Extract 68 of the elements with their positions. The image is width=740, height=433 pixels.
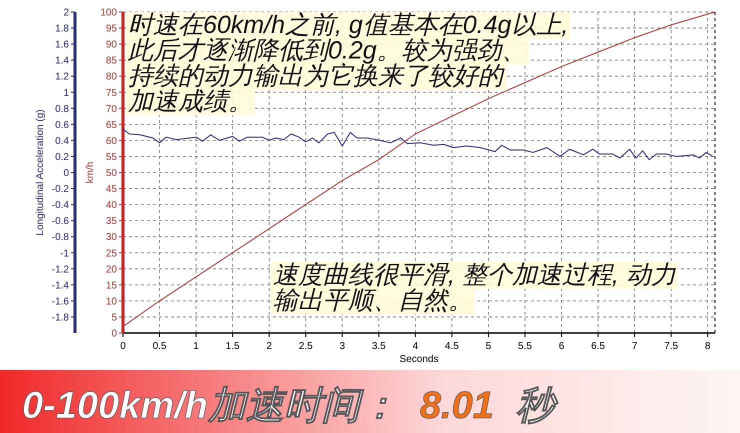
y-axis-title: Longitudinal Acceleration (g): [35, 109, 46, 236]
y-tick-label: -0.2: [52, 184, 70, 196]
y-tick-label: -1.6: [52, 296, 70, 308]
x-tick-label: 8: [704, 341, 711, 352]
x-tick-label: 4.5: [444, 341, 460, 352]
y2-tick-label: 5: [111, 312, 118, 324]
y2-tick-label: 80: [106, 72, 118, 83]
annotation: 速度曲线很平滑, 整个加速过程, 动力输出平顺、自然。: [273, 261, 676, 314]
y-tick-label: -0.4: [52, 200, 70, 212]
y-tick-label: 1.8: [55, 24, 70, 35]
y2-tick-label: 65: [106, 120, 118, 131]
y2-tick-label: 0: [111, 328, 118, 340]
y-tick-label: 0.6: [55, 120, 70, 131]
y-tick-label: 1.6: [55, 40, 70, 51]
y2-tick-label: 100: [100, 8, 118, 18]
text: 秒: [516, 385, 559, 427]
y2-tick-label: 45: [106, 184, 118, 196]
y2-tick-label: 50: [106, 168, 118, 179]
y-tick-label: -1: [60, 248, 70, 260]
y-tick-label: -0.6: [52, 216, 70, 228]
x-tick-label: 3: [339, 341, 346, 352]
x-tick-label: 0: [120, 341, 126, 352]
y-tick-label: 0.4: [55, 136, 70, 147]
y-tick-label: 0.8: [55, 104, 70, 115]
y2-axis-title: km/h: [85, 162, 96, 184]
y-tick-label: 0.2: [55, 152, 70, 163]
y-tick-label: 1: [63, 88, 70, 99]
x-tick-label: 2: [266, 341, 272, 352]
x-tick-label: 5: [486, 341, 492, 352]
y2-tick-label: 40: [106, 200, 118, 212]
y2-tick-label: 75: [106, 88, 118, 99]
y2-tick-label: 85: [106, 56, 118, 67]
annotation: 时速在60km/h之前, g值基本在0.4g以上,此后才逐渐降低到0.2g。较为强劲、持续的动力输出为它换来了较好的加速成绩。: [128, 11, 568, 116]
x-tick-label: 6.5: [591, 341, 606, 352]
y-tick-label: 0: [63, 168, 70, 179]
y-tick-label: 1.4: [55, 56, 70, 67]
y2-tick-label: 95: [106, 24, 118, 35]
x-tick-label: 7: [632, 341, 638, 352]
text: 8.01: [420, 385, 494, 427]
y2-tick-label: 70: [106, 104, 118, 115]
x-tick-label: 2.5: [298, 341, 314, 352]
y2-tick-label: 90: [106, 40, 118, 51]
y-tick-label: -1.8: [52, 312, 70, 324]
y2-tick-label: 30: [106, 232, 118, 244]
x-tick-label: 3.5: [372, 341, 386, 352]
x-tick-label: 4: [412, 341, 419, 352]
x-tick-label: 6: [558, 341, 565, 352]
text: 0-100km/h加速时间：: [22, 385, 398, 427]
y2-tick-label: 35: [106, 216, 118, 228]
y2-tick-label: 55: [106, 152, 118, 163]
y-tick-label: 1.2: [55, 72, 70, 83]
x-tick-label: 1.5: [226, 341, 240, 352]
line-series: [122, 128, 714, 160]
x-tick-label: 0.5: [152, 341, 167, 352]
y-tick-label: -0.8: [52, 232, 70, 244]
y-tick-label: -1.4: [52, 280, 70, 292]
y2-tick-label: 25: [106, 248, 118, 260]
y2-tick-label: 10: [106, 296, 118, 308]
x-tick-label: 5.5: [518, 341, 532, 352]
y2-tick-label: 15: [106, 280, 118, 292]
x-tick-label: 1: [193, 341, 200, 352]
y2-tick-label: 60: [106, 136, 118, 147]
x-axis-title: Seconds: [400, 354, 438, 365]
y2-tick-label: 20: [106, 264, 118, 276]
y-tick-label: -1.2: [52, 264, 70, 276]
y-tick-label: 2: [63, 8, 70, 18]
x-tick-label: 7.5: [664, 341, 679, 352]
line-series: [122, 12, 716, 328]
